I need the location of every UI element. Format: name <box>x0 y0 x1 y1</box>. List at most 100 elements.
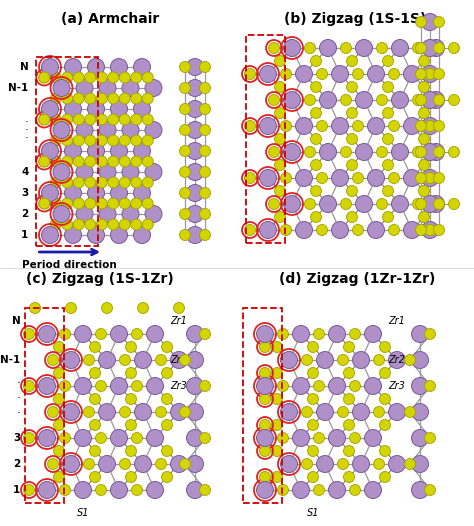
Circle shape <box>346 134 357 145</box>
Circle shape <box>310 186 321 197</box>
Circle shape <box>142 219 153 230</box>
Circle shape <box>119 93 130 104</box>
Circle shape <box>96 219 107 230</box>
Text: 2: 2 <box>21 209 28 219</box>
Circle shape <box>119 459 130 470</box>
Circle shape <box>434 16 445 27</box>
Text: 2: 2 <box>13 459 20 469</box>
Circle shape <box>403 117 420 135</box>
Circle shape <box>126 393 137 404</box>
Circle shape <box>392 39 409 56</box>
Circle shape <box>313 329 325 339</box>
Circle shape <box>272 393 283 404</box>
Circle shape <box>310 107 321 118</box>
Circle shape <box>90 446 100 457</box>
Circle shape <box>331 66 348 83</box>
Circle shape <box>73 135 84 146</box>
Circle shape <box>428 92 445 108</box>
Circle shape <box>142 93 153 104</box>
Circle shape <box>135 351 152 369</box>
Circle shape <box>162 420 173 430</box>
Circle shape <box>356 144 373 160</box>
Circle shape <box>186 206 203 222</box>
Circle shape <box>131 135 142 146</box>
Circle shape <box>110 143 128 159</box>
Circle shape <box>162 341 173 352</box>
Circle shape <box>54 341 64 352</box>
Circle shape <box>134 185 151 201</box>
Circle shape <box>292 430 310 447</box>
Circle shape <box>110 58 128 76</box>
Circle shape <box>434 120 445 132</box>
Circle shape <box>53 164 70 180</box>
Circle shape <box>259 368 271 379</box>
Circle shape <box>162 471 173 482</box>
Text: 1: 1 <box>13 485 20 495</box>
Circle shape <box>380 446 391 457</box>
Circle shape <box>308 420 319 430</box>
Circle shape <box>411 430 428 447</box>
Circle shape <box>376 198 388 209</box>
Circle shape <box>304 198 316 209</box>
Circle shape <box>173 302 184 313</box>
Circle shape <box>131 432 143 443</box>
Circle shape <box>186 185 203 201</box>
Circle shape <box>85 177 96 188</box>
Circle shape <box>146 326 164 342</box>
Circle shape <box>74 378 91 394</box>
Circle shape <box>95 380 107 391</box>
Text: (a) Armchair: (a) Armchair <box>61 12 159 26</box>
Circle shape <box>142 135 153 146</box>
Circle shape <box>60 432 71 443</box>
Circle shape <box>411 481 428 499</box>
Circle shape <box>96 72 107 83</box>
Circle shape <box>95 484 107 495</box>
Circle shape <box>367 169 384 187</box>
Circle shape <box>39 156 50 167</box>
Circle shape <box>96 177 107 188</box>
Circle shape <box>346 56 357 66</box>
Circle shape <box>180 229 191 240</box>
Circle shape <box>108 219 119 230</box>
Circle shape <box>283 39 301 56</box>
Circle shape <box>96 198 107 209</box>
Circle shape <box>337 355 348 366</box>
Circle shape <box>416 173 427 184</box>
Circle shape <box>90 420 100 430</box>
Circle shape <box>340 95 352 106</box>
Circle shape <box>73 156 84 167</box>
Circle shape <box>308 341 319 352</box>
Circle shape <box>142 198 153 209</box>
Circle shape <box>411 403 428 420</box>
Circle shape <box>295 221 312 238</box>
Circle shape <box>383 107 393 118</box>
Circle shape <box>119 156 130 167</box>
Circle shape <box>131 380 143 391</box>
Circle shape <box>304 147 316 157</box>
Text: 1: 1 <box>21 230 28 240</box>
Circle shape <box>186 58 203 76</box>
Circle shape <box>328 326 346 342</box>
Circle shape <box>412 147 423 157</box>
Circle shape <box>281 403 298 420</box>
Circle shape <box>50 135 61 146</box>
Circle shape <box>428 144 445 160</box>
Circle shape <box>24 484 35 495</box>
Circle shape <box>411 378 428 394</box>
Circle shape <box>62 93 73 104</box>
Circle shape <box>292 378 310 394</box>
Circle shape <box>76 79 93 96</box>
Circle shape <box>134 58 151 76</box>
Circle shape <box>53 206 70 222</box>
Circle shape <box>416 68 427 79</box>
Circle shape <box>96 114 107 125</box>
Circle shape <box>272 341 283 352</box>
Circle shape <box>308 446 319 457</box>
Circle shape <box>389 225 400 236</box>
Circle shape <box>421 117 438 135</box>
Circle shape <box>110 185 128 201</box>
Circle shape <box>310 56 321 66</box>
Circle shape <box>53 79 70 96</box>
Circle shape <box>295 117 312 135</box>
Circle shape <box>108 135 119 146</box>
